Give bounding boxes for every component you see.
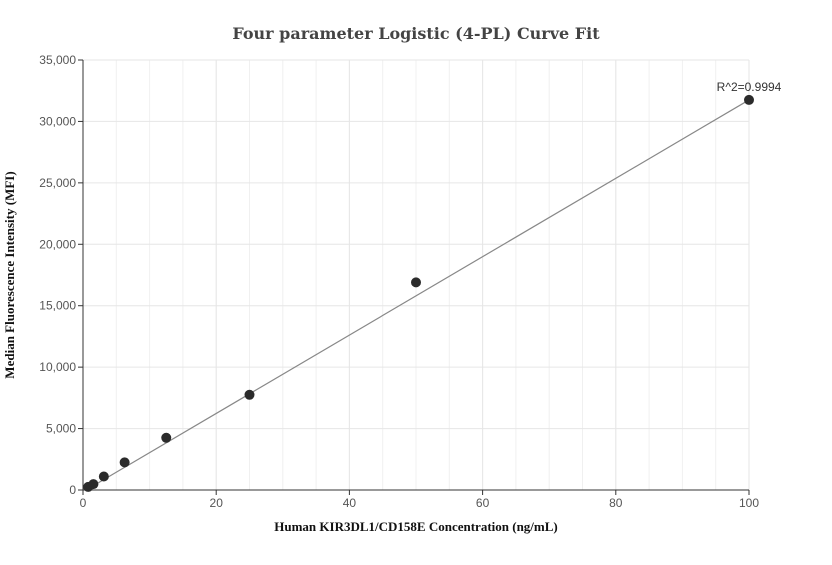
data-point <box>161 432 172 443</box>
y-tick-label: 30,000 <box>39 114 76 128</box>
y-axis-label: Median Fluorescence Intensity (MFI) <box>2 171 17 378</box>
grid-lines <box>83 59 750 490</box>
data-point <box>411 277 421 288</box>
fit-curve-group <box>85 99 750 491</box>
r-squared-annotation: R^2=0.9994 <box>717 80 782 94</box>
x-tick-label: 20 <box>210 496 224 510</box>
x-tick-label: 60 <box>476 496 490 510</box>
data-points <box>83 94 754 492</box>
axes <box>78 59 750 495</box>
x-tick-label: 40 <box>343 496 357 510</box>
y-tick-label: 35,000 <box>39 53 76 67</box>
x-tick-label: 0 <box>80 496 87 510</box>
y-tick-label: 10,000 <box>39 360 76 374</box>
x-axis-label: Human KIR3DL1/CD158E Concentration (ng/m… <box>274 519 558 534</box>
y-tick-label: 5,000 <box>46 422 76 436</box>
y-tick-label: 25,000 <box>39 176 76 190</box>
y-tick-label: 0 <box>69 483 76 497</box>
x-tick-label: 80 <box>609 496 623 510</box>
fit-line <box>85 99 750 491</box>
data-point <box>744 94 754 105</box>
data-point <box>88 479 99 490</box>
data-point <box>98 471 109 482</box>
chart-title: Four parameter Logistic (4-PL) Curve Fit <box>232 24 600 43</box>
tick-labels: 0 20 40 60 80 100 0 5,000 10,000 15,000 20,000 25,0… <box>39 53 759 510</box>
data-point <box>119 457 130 468</box>
x-tick-label: 100 <box>739 496 759 510</box>
data-point <box>244 389 255 400</box>
y-tick-label: 15,000 <box>39 299 76 313</box>
y-tick-label: 20,000 <box>39 237 76 251</box>
